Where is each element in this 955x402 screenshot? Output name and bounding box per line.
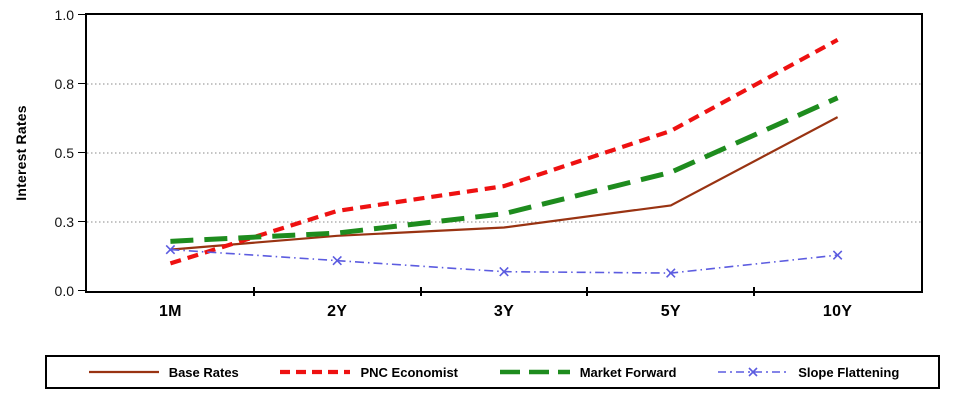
y-tick-label: 1.0 [54,7,74,23]
legend-item-market-forward: Market Forward [497,365,677,380]
x-marker [332,255,342,266]
legend-label: Slope Flattening [798,364,900,380]
y-tick-mark [78,221,85,222]
y-tick-label: 0.3 [54,214,74,230]
legend-item-base-rates: Base Rates [86,365,239,380]
series-line-pnc-economist [169,37,839,266]
x-category-label: 2Y [327,303,348,320]
x-marker [499,266,509,277]
legend-label: PNC Economist [360,364,458,380]
legend-item-slope-flattening: Slope Flattening [715,365,899,380]
legend-line-sample [88,370,159,374]
x-marker [832,250,843,260]
y-tick-label: 0.8 [54,76,74,92]
series-line-market-forward [170,95,839,244]
legend-line-sample [718,367,789,377]
y-tick-mark [78,152,85,153]
y-tick-mark [78,14,85,15]
series-line-slope-flattening [170,248,838,274]
x-tick-mark [419,287,422,296]
x-marker [666,268,676,278]
plot-area [85,13,923,293]
chart-series-canvas [87,37,921,278]
legend-label: Base Rates [168,364,239,380]
y-tick-mark [78,290,85,291]
legend-line-sample [280,369,351,375]
x-marker [165,244,176,255]
x-category-label: 10Y [822,303,853,320]
x-marker [748,367,758,377]
x-tick-mark [252,287,255,296]
y-tick-label: 0.0 [54,283,74,299]
x-category-label: 3Y [493,303,515,320]
x-category-label: 1M [158,303,182,320]
legend-label: Market Forward [579,364,677,380]
legend-item-pnc-economist: PNC Economist [277,365,458,380]
y-tick-label: 0.5 [54,145,74,161]
series-line-base-rates [170,116,839,251]
x-tick-mark [586,287,589,296]
y-tick-mark [78,83,85,84]
legend-box: Base Rates PNC Economist Market Forward Slo… [45,355,940,389]
x-category-label: 5Y [660,303,681,320]
legend-line-sample [499,369,570,375]
x-tick-mark [753,287,756,296]
